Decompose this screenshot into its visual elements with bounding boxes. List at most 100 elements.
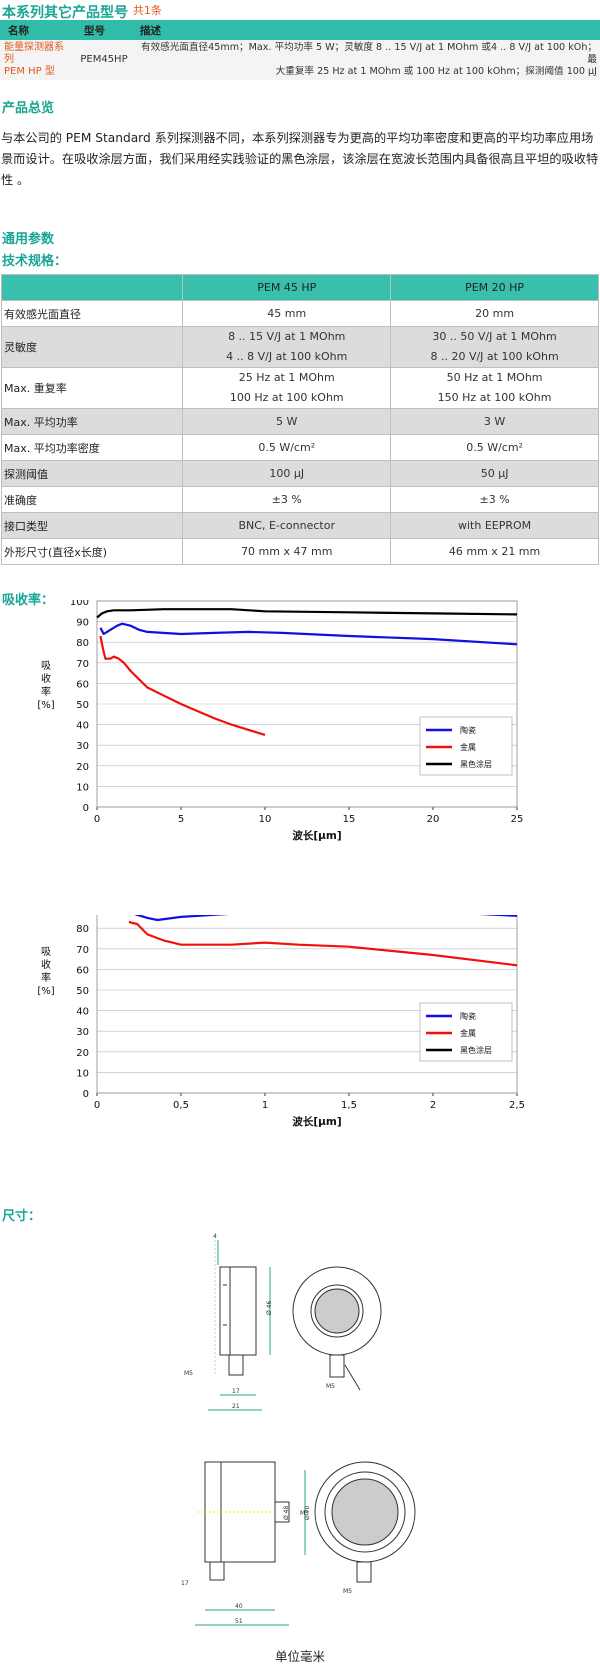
legend-label: 陶瓷 (460, 725, 476, 735)
spec-label: 灵敏度 (0, 326, 184, 368)
y-tick-label: 30 (76, 1027, 89, 1038)
y-tick-label: 0 (83, 1089, 89, 1100)
spec-value-pem20: ±3 % (390, 486, 599, 513)
y-tick-label: 50 (76, 700, 89, 711)
y-tick-label: 90 (76, 618, 89, 629)
drawing1-dim-m5: M5 (326, 1383, 335, 1390)
x-tick-label: 15 (343, 814, 356, 825)
series-line-2 (96, 608, 518, 619)
spec-label: Max. 平均功率密度 (0, 434, 184, 461)
series-header-model: 型号 (76, 20, 132, 40)
overview-text: 与本公司的 PEM Standard 系列探测器不同，本系列探测器专为更高的平均… (1, 131, 599, 187)
table-row: 外形尺寸(直径x长度) 70 mm x 47 mm 46 mm x 21 mm (0, 538, 599, 565)
table-row: Max. 平均功率密度 0.5 W/cm² 0.5 W/cm² (0, 434, 599, 461)
drawing1-dim-21: 21 (232, 1403, 240, 1410)
absorption-chart-2-5um: 010203040506070809010000,511,522,5吸收率 19… (37, 915, 525, 1128)
series-line-1 (128, 920, 518, 967)
spec-value-pem20: with EEPROM (390, 512, 599, 539)
plot-frame (96, 915, 518, 1094)
y-axis-label: 吸收率[%] (37, 661, 54, 711)
x-tick-label: 0 (94, 1100, 100, 1111)
spec-value-pem20: 46 mm x 21 mm (390, 538, 599, 565)
spec-value-pem20: 20 mm (390, 300, 599, 327)
dimensions-title: 尺寸： (2, 1209, 42, 1224)
drawing2-dim-m5: M5 (343, 1588, 352, 1595)
spec-label: Max. 平均功率 (0, 408, 184, 435)
spec-label: 接口类型 (0, 512, 184, 539)
drawing1-dim-4: 4 (213, 1233, 217, 1240)
legend-label: 金属 (460, 742, 476, 752)
drawing1-side-body (219, 1266, 257, 1356)
series-section-title: 本系列其它产品型号 共1条 (2, 4, 162, 21)
legend-label: 黑色涂层 (460, 1045, 492, 1055)
spec-label: 准确度 (0, 486, 184, 513)
x-tick-label: 2,5 (509, 1100, 525, 1111)
legend-label: 黑色涂层 (460, 759, 492, 769)
dimension-drawing-pem45: Ø 48 M5 40 51 Ø 70 M5 17 (181, 1461, 416, 1626)
drawing2-dim-diameter70: Ø 70 (304, 1506, 311, 1520)
y-tick-label: 70 (76, 659, 89, 670)
spec-title: 技术规格： (2, 254, 68, 269)
overview-title: 产品总览 (2, 101, 55, 116)
legend-label: 陶瓷 (460, 1011, 476, 1021)
x-tick-label: 2 (430, 1100, 436, 1111)
drawing2-dim-40: 40 (235, 1603, 243, 1610)
series-line-0 (99, 622, 518, 646)
y-tick-label: 100 (70, 600, 89, 608)
y-tick-label: 60 (76, 679, 89, 690)
y-tick-label: 40 (76, 721, 89, 732)
x-tick-label: 10 (259, 814, 272, 825)
table-row: 灵敏度 8 .. 15 V/J at 1 MOhm 4 .. 8 V/J at 10… (0, 326, 599, 368)
drawing2-dim-51: 51 (235, 1618, 243, 1625)
spec-header-blank (0, 274, 184, 301)
y-tick-label: 60 (76, 965, 89, 976)
spec-value-pem20: 50 Hz at 1 MOhm 150 Hz at 100 kOhm (390, 367, 599, 409)
series-line-0 (134, 915, 518, 922)
y-tick-label: 80 (76, 924, 89, 935)
drawing1-dim-diameter: Ø 46 (266, 1301, 273, 1315)
x-tick-label: 1,5 (341, 1100, 357, 1111)
spec-value-pem45: 5 W (182, 408, 392, 435)
table-row: 探测阈值 100 µJ 50 µJ (0, 460, 599, 487)
plot-frame (96, 600, 518, 808)
drawing2-dim-17: 17 (181, 1580, 189, 1587)
dimension-drawing-pem20: Ø 46 M5 17 21 M5 4 (184, 1233, 382, 1411)
spec-value-pem20: 30 .. 50 V/J at 1 MOhm 8 .. 20 V/J at 100… (390, 326, 599, 368)
units-caption: 单位毫米 (274, 1649, 325, 1664)
spec-value-pem45: 45 mm (182, 300, 392, 327)
x-tick-label: 5 (178, 814, 184, 825)
drawing2-dim-diameter48: Ø 48 (283, 1506, 290, 1520)
legend-label: 金属 (460, 1028, 476, 1038)
spec-table: PEM 45 HP PEM 20 HP 有效感光面直径 45 mm 20 mm 灵敏度… (0, 274, 599, 565)
y-axis-label: 吸收率[%] (37, 947, 54, 997)
table-row: 接口类型 BNC, E-connector with EEPROM (0, 512, 599, 539)
y-tick-label: 20 (76, 762, 89, 773)
x-tick-label: 25 (511, 814, 524, 825)
x-axis-label: 波长[µm] (292, 1115, 341, 1128)
x-tick-label: 1 (262, 1100, 268, 1111)
x-axis-label: 波长[µm] (292, 829, 341, 842)
y-tick-label: 40 (76, 1007, 89, 1018)
x-tick-label: 0 (94, 814, 100, 825)
absorption-title: 吸收率： (2, 593, 55, 608)
drawing1-dim-m5-side: M5 (184, 1370, 193, 1377)
y-tick-label: 30 (76, 741, 89, 752)
table-row: Max. 重复率 25 Hz at 1 MOhm 100 Hz at 100 kOh… (0, 367, 599, 409)
table-row: 有效感光面直径 45 mm 20 mm (0, 300, 599, 327)
table-row: 能量探测器系列 PEM HP 型 PEM45HP 有效感光面直径45mm；Max.… (0, 40, 600, 80)
spec-value-pem45: 100 µJ (182, 460, 392, 487)
series-product-link[interactable]: 能量探测器系列 PEM HP 型 (0, 40, 76, 80)
series-line-1 (99, 635, 266, 736)
spec-header-pem45: PEM 45 HP (182, 274, 392, 301)
spec-value-pem45: 70 mm x 47 mm (182, 538, 392, 565)
series-description: 有效感光面直径45mm；Max. 平均功率 5 W；灵敏度 8 .. 15 V/… (132, 40, 600, 80)
x-tick-label: 20 (427, 814, 440, 825)
drawing1-dim-17: 17 (232, 1388, 240, 1395)
spec-value-pem20: 0.5 W/cm² (390, 434, 599, 461)
y-tick-label: 80 (76, 638, 89, 649)
y-tick-label: 0 (83, 803, 89, 814)
spec-header-pem20: PEM 20 HP (390, 274, 599, 301)
spec-label: 外形尺寸(直径x长度) (0, 538, 184, 565)
y-tick-label: 10 (76, 1068, 89, 1079)
